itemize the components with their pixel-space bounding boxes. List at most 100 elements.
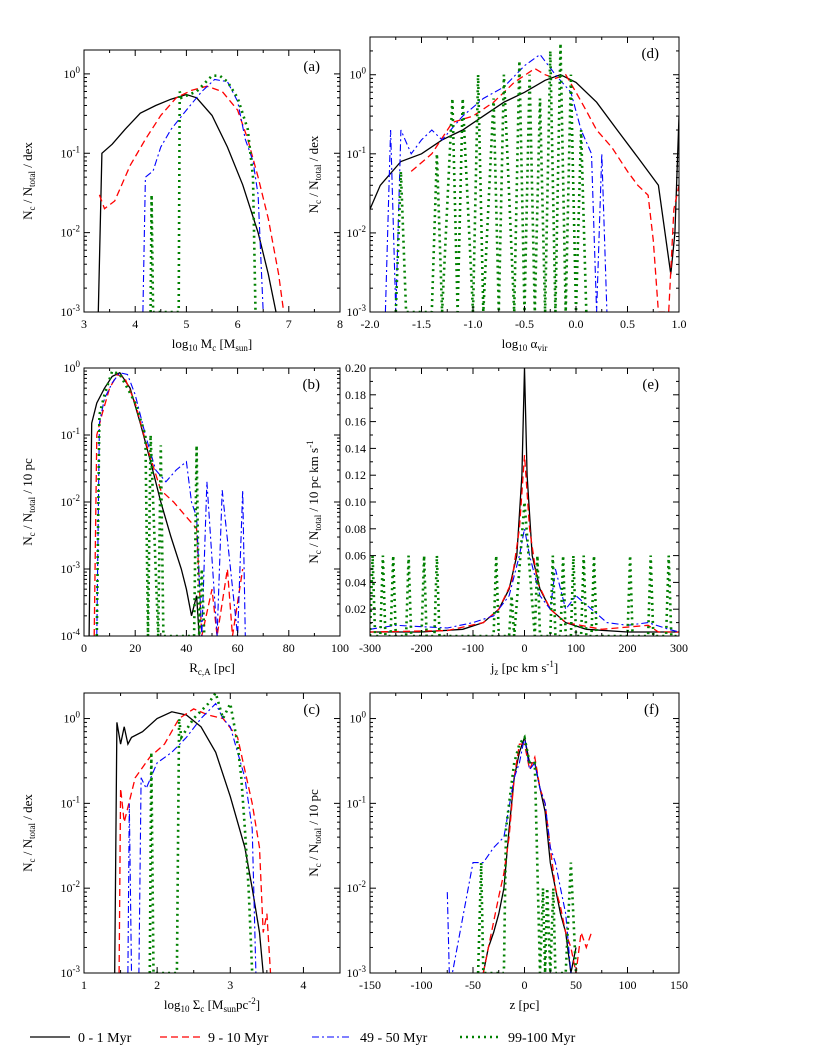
series-f-3 (476, 734, 578, 973)
series-d-3 (394, 43, 588, 312)
ytick-label-b: 10-2 (61, 493, 81, 509)
series-f-0 (482, 734, 577, 973)
xaxis-title-f: z [pc] (510, 997, 540, 1012)
xtick-label-b: 100 (331, 641, 349, 655)
xtick-label-d: -2.0 (361, 317, 380, 331)
panel-label-d: (d) (642, 46, 660, 62)
ytick-label-c: 10-1 (61, 794, 81, 810)
panel-a: 3 4 5 6 7 8 10-3 10-2 10-1 100 (a) log10 Mc [Msun] N… (20, 49, 343, 353)
plot-frame-e (369, 367, 680, 637)
ytick-label-c: 10-2 (61, 879, 81, 895)
yaxis-title-b: Nc / Ntotal / 10 pc (20, 458, 37, 546)
series-e-2 (370, 528, 679, 633)
plot-frame-d (369, 36, 680, 313)
xtick-label-f: -100 (411, 978, 433, 992)
ytick-label-a: 10-1 (61, 144, 81, 160)
ytick-label-f: 10-2 (347, 879, 367, 895)
xtick-label-d: 0.5 (620, 317, 635, 331)
yaxis-title-a: Nc / Ntotal / dex (20, 142, 37, 220)
xtick-label-b: 80 (283, 641, 295, 655)
ytick-label-e: 0.02 (345, 602, 366, 616)
series-a-0 (97, 93, 277, 312)
panel-e: -300 -200 -100 0 100 200 300 0.02 0.04 0.06 0.08 0.… (305, 361, 688, 677)
xtick-label-d: -1.5 (412, 317, 431, 331)
ytick-label-f: 100 (350, 710, 367, 726)
xtick-label-e: 100 (567, 641, 585, 655)
ytick-label-e: 0.10 (345, 495, 366, 509)
series-e-0 (370, 368, 679, 633)
xtick-label-f: -150 (359, 978, 381, 992)
plot-frame-b (83, 367, 341, 637)
xtick-label-c: 4 (300, 978, 306, 992)
xtick-label-d: 1.0 (672, 317, 687, 331)
xaxis-title-a: log10 Mc [Msun] (172, 336, 252, 353)
xaxis-title-b: Rc,A [pc] (189, 660, 235, 677)
ytick-label-a: 100 (64, 65, 81, 81)
legend-label-3: 99-100 Myr (508, 1031, 576, 1046)
xtick-label-e: -100 (462, 641, 484, 655)
panel-label-e: (e) (642, 377, 659, 393)
series-a-3 (149, 74, 257, 312)
xtick-label-a: 6 (235, 317, 241, 331)
legend-label-1: 9 - 10 Myr (208, 1031, 269, 1046)
series-c-1 (118, 708, 272, 973)
xtick-label-d: -1.0 (464, 317, 483, 331)
xtick-label-b: 20 (129, 641, 141, 655)
ytick-label-f: 10-1 (347, 794, 367, 810)
ytick-label-d: 10-1 (347, 145, 367, 161)
series-f-2 (446, 737, 572, 973)
plot-frame-a (83, 49, 341, 313)
series-a-2 (142, 78, 264, 312)
yaxis-title-e: Nc / Ntotal / 10 pc km s-1 (305, 440, 323, 563)
xtick-label-b: 40 (180, 641, 192, 655)
ytick-label-e: 0.16 (345, 415, 366, 429)
ytick-label-c: 10-3 (61, 964, 81, 980)
series-d-0 (370, 73, 679, 275)
ytick-label-b: 10-1 (61, 426, 81, 442)
panel-c: 1 2 3 4 10-3 10-2 10-1 100 (c) log10 Σc [Msunpc-2… (20, 692, 341, 1014)
ytick-label-e: 0.20 (345, 361, 366, 375)
xtick-label-e: 0 (522, 641, 528, 655)
plot-frame-f (369, 692, 680, 974)
yaxis-title-c: Nc / Ntotal / dex (20, 794, 37, 872)
panel-label-f: (f) (644, 702, 659, 718)
xtick-label-c: 2 (154, 978, 160, 992)
xtick-label-a: 3 (81, 317, 87, 331)
series-c-3 (148, 693, 254, 973)
series-b-0 (88, 371, 200, 636)
xtick-label-c: 1 (81, 978, 87, 992)
panel-label-c: (c) (303, 702, 320, 718)
panel-label-a: (a) (303, 59, 320, 75)
plot-frame-c (83, 692, 341, 974)
series-b-2 (96, 372, 246, 636)
ytick-label-b: 100 (64, 359, 81, 375)
ytick-label-d: 100 (350, 66, 367, 82)
xtick-label-b: 60 (232, 641, 244, 655)
series-a-1 (98, 85, 285, 312)
xtick-label-d: -0.5 (515, 317, 534, 331)
ytick-label-b: 10-4 (61, 627, 81, 643)
series-b-3 (95, 369, 206, 636)
xtick-label-e: 200 (619, 641, 637, 655)
xtick-label-f: 150 (670, 978, 688, 992)
xtick-label-f: -50 (465, 978, 481, 992)
yaxis-title-f: Nc / Ntotal / 10 pc (306, 789, 323, 877)
xtick-label-d: 0.0 (569, 317, 584, 331)
ytick-label-c: 100 (64, 710, 81, 726)
xtick-label-f: 50 (570, 978, 582, 992)
xtick-label-a: 8 (337, 317, 343, 331)
xtick-label-a: 4 (132, 317, 138, 331)
panel-f: -150 -100 -50 0 50 100 150 10-3 10-2 10-1 100 (f) z … (306, 692, 688, 1012)
legend-label-0: 0 - 1 Myr (78, 1031, 132, 1046)
ytick-label-b: 10-3 (61, 560, 81, 576)
series-d-2 (384, 53, 608, 312)
ytick-label-e: 0.08 (345, 522, 366, 536)
xtick-label-f: 100 (619, 978, 637, 992)
ytick-label-f: 10-3 (347, 964, 367, 980)
xaxis-title-d: log10 αvir (502, 336, 548, 353)
series-c-2 (127, 702, 257, 973)
xtick-label-b: 0 (81, 641, 87, 655)
ytick-label-e: 0.12 (345, 468, 366, 482)
xtick-label-e: -300 (359, 641, 381, 655)
legend-label-2: 49 - 50 Myr (360, 1031, 428, 1046)
